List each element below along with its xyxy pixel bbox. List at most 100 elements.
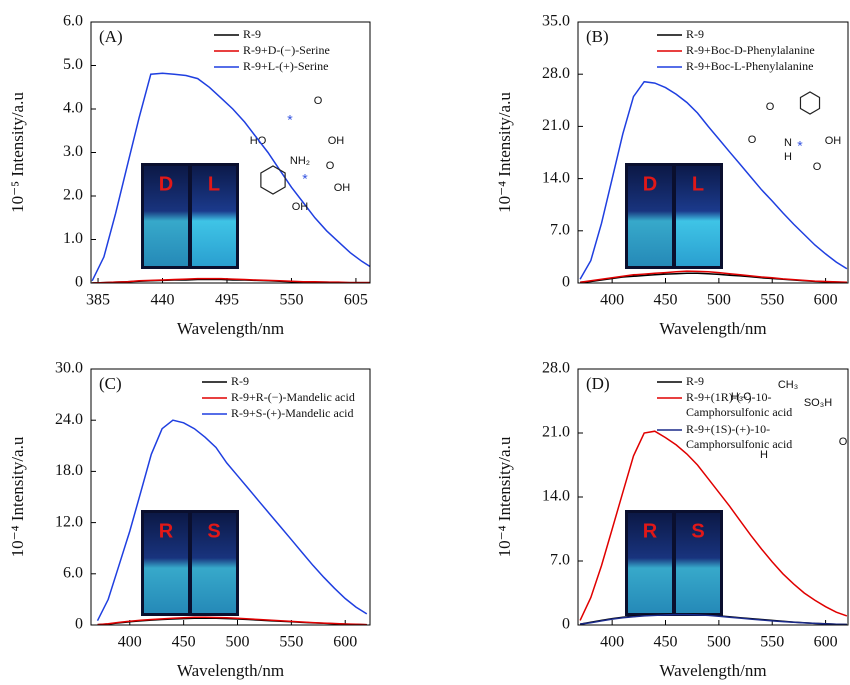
plot-frame — [90, 368, 371, 626]
x-tick-label: 550 — [279, 634, 303, 651]
vial-label: S — [691, 520, 704, 542]
structure-label: SO₃H — [804, 397, 832, 409]
legend-label: R-9 — [686, 374, 704, 388]
ring — [260, 165, 286, 195]
panel-label: (D) — [586, 374, 610, 393]
series-line — [92, 277, 370, 283]
structure-label: H — [760, 449, 768, 461]
structure-label: NH₂ — [290, 155, 310, 167]
y-tick-label: 0 — [75, 274, 83, 291]
panel: R S OH O OH * 0 6.0 12.0 18.0 24.0 30.0 400 450 500 550… — [8, 160, 371, 680]
x-axis-label: Wavelength/nm — [177, 319, 284, 338]
x-axis-label: Wavelength/nm — [659, 661, 766, 680]
vial-label: S — [207, 520, 220, 542]
structure-label: * — [797, 138, 803, 154]
legend-label: R-9+Boc-D-Phenylalanine — [686, 43, 815, 57]
structure-label: OH — [825, 135, 842, 147]
plot-frame — [577, 21, 849, 284]
structure-label: O — [813, 161, 822, 173]
structure-label: * — [302, 171, 308, 187]
structure-label: OH — [328, 135, 345, 147]
legend-line: Camphorsulfonic acid — [686, 437, 792, 451]
structure-label: H₃C — [731, 391, 751, 403]
x-tick-label: 500 — [707, 292, 731, 309]
structure-label: O — [839, 436, 848, 448]
y-tick-label: 4.0 — [63, 100, 83, 117]
panel-label: (C) — [99, 374, 122, 393]
x-tick-label: 605 — [344, 292, 368, 309]
structure-label: O — [748, 134, 757, 146]
legend-line: R-9+(1R)-(−)-10- — [686, 390, 772, 404]
vial — [628, 166, 672, 266]
vial — [628, 513, 672, 613]
vial-label: L — [208, 173, 220, 195]
x-tick-label: 500 — [707, 634, 731, 651]
x-tick-label: 440 — [151, 292, 175, 309]
legend-label: R-9+(1R)-(−)-10-Camphorsulfonic acid — [686, 390, 792, 419]
x-tick-label: 500 — [226, 634, 250, 651]
legend-label: R-9+(1S)-(+)-10-Camphorsulfonic acid — [686, 422, 792, 451]
y-tick-label: 21.0 — [542, 424, 570, 441]
y-tick-label: 0 — [75, 616, 83, 633]
y-axis-label: 10⁻⁴ Intensity/a.u — [495, 436, 514, 557]
ring — [799, 91, 821, 115]
y-tick-label: 14.0 — [542, 488, 570, 505]
vial-label: R — [159, 520, 174, 542]
legend-label: R-9 — [243, 27, 261, 41]
structure-label: H — [784, 151, 792, 163]
vial — [144, 513, 188, 613]
legend-label: R-9+R-(−)-Mandelic acid — [231, 390, 355, 404]
vial-label: L — [692, 173, 704, 195]
series-line — [579, 430, 848, 621]
x-tick-label: 550 — [279, 292, 303, 309]
vial — [144, 166, 188, 266]
y-tick-label: 21.0 — [542, 117, 570, 134]
y-tick-label: 28.0 — [542, 360, 570, 377]
x-tick-label: 400 — [600, 634, 624, 651]
panel-label: (B) — [586, 27, 609, 46]
structure-label: O — [766, 101, 775, 113]
y-tick-label: 3.0 — [63, 143, 83, 160]
y-tick-label: 2.0 — [63, 187, 83, 204]
vial — [676, 513, 720, 613]
structure-label: OH — [292, 201, 309, 213]
vial-label: D — [643, 173, 657, 195]
panel-label: (A) — [99, 27, 123, 46]
series-line — [579, 80, 848, 280]
series-line — [96, 419, 368, 622]
x-tick-label: 600 — [333, 634, 357, 651]
panel: R S H₃C CH₃ SO₃H O H 0 7.0 14.0 21.0 28.0 400 450 500 5… — [495, 360, 849, 680]
y-axis-label: 10⁻⁵ Intensity/a.u — [8, 92, 27, 213]
y-tick-label: 5.0 — [63, 56, 83, 73]
x-tick-label: 550 — [760, 634, 784, 651]
x-tick-label: 600 — [814, 292, 838, 309]
x-tick-label: 450 — [172, 634, 196, 651]
y-tick-label: 18.0 — [55, 462, 83, 479]
vial — [676, 166, 720, 266]
y-tick-label: 6.0 — [63, 13, 83, 30]
y-tick-label: 0 — [562, 616, 570, 633]
x-axis-label: Wavelength/nm — [659, 319, 766, 338]
structure-label: O — [314, 95, 323, 107]
y-tick-label: 1.0 — [63, 230, 83, 247]
x-tick-label: 450 — [654, 634, 678, 651]
vial-label: R — [643, 520, 658, 542]
x-axis-label: Wavelength/nm — [177, 661, 284, 680]
legend-line: R-9+(1S)-(+)-10- — [686, 422, 770, 436]
series-line — [91, 72, 370, 282]
panel: D L O O NH OH O * 0 7.0 14.0 21.0 28.0 35.0 400 450 500 5… — [495, 13, 849, 338]
structure-label: CH₃ — [778, 379, 798, 391]
y-axis-label: 10⁻⁴ Intensity/a.u — [8, 436, 27, 557]
legend-label: R-9 — [686, 27, 704, 41]
structure-label: N — [784, 137, 792, 149]
vial-label: D — [159, 173, 173, 195]
y-tick-label: 24.0 — [55, 411, 83, 428]
legend-label: R-9+Boc-L-Phenylalanine — [686, 59, 813, 73]
structure-label: O — [326, 160, 335, 172]
structure-label: OH — [334, 182, 351, 194]
legend-label: R-9+S-(+)-Mandelic acid — [231, 406, 354, 420]
y-tick-label: 12.0 — [55, 513, 83, 530]
